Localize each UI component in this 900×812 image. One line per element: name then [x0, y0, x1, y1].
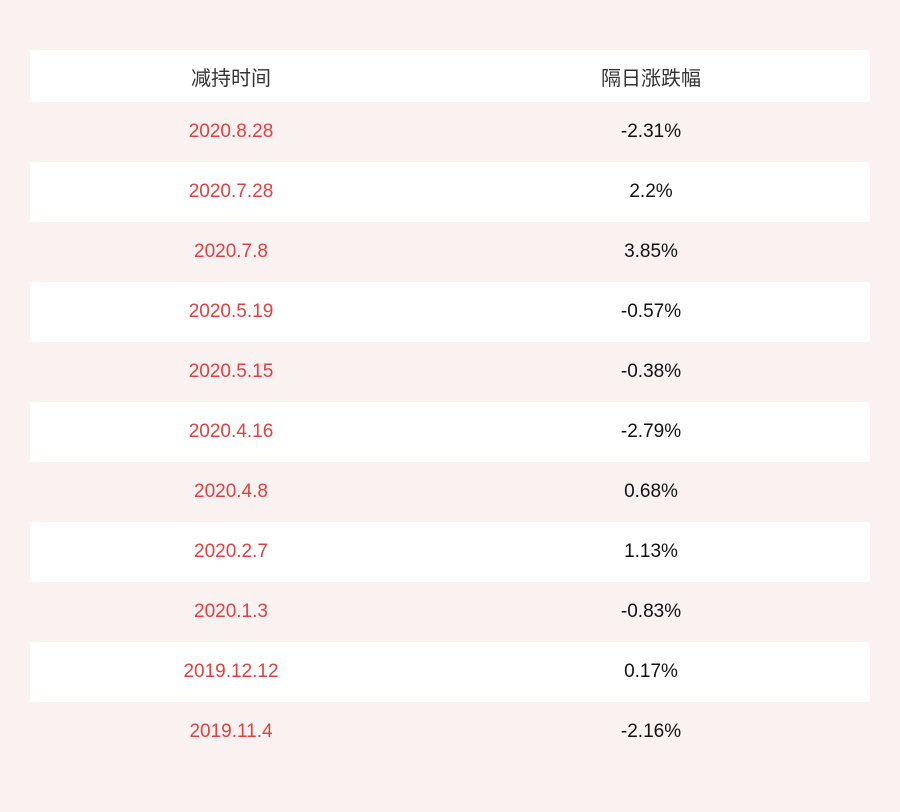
reduction-date-cell: 2020.4.8 [194, 481, 268, 502]
change-percent-cell: -0.38% [620, 361, 682, 382]
change-percent-cell: -2.16% [620, 721, 682, 742]
table-row: 2020.8.28 -2.31% [30, 102, 870, 162]
reduction-date-cell: 2020.7.28 [188, 181, 274, 202]
change-percent-cell: 2.2% [629, 181, 673, 202]
reduction-date-cell: 2020.7.8 [194, 241, 268, 262]
table-row: 2020.7.28 2.2% [30, 162, 870, 222]
table-header: 减持时间 隔日涨跌幅 [30, 50, 870, 102]
reduction-date-cell: 2020.2.7 [194, 541, 268, 562]
change-percent-cell: -0.57% [620, 301, 682, 322]
change-percent-cell: -2.31% [620, 121, 682, 142]
change-percent-cell: -2.79% [620, 421, 682, 442]
reduction-date-cell: 2020.8.28 [188, 121, 274, 142]
table-row: 2020.2.7 1.13% [30, 522, 870, 582]
reduction-date-cell: 2020.1.3 [194, 601, 268, 622]
reduction-history-table: 减持时间 隔日涨跌幅 2020.8.28 -2.31% 2020.7.28 2.2% 2… [30, 50, 870, 762]
change-percent-cell: 0.68% [624, 481, 678, 502]
table-row: 2020.4.8 0.68% [30, 462, 870, 522]
reduction-date-cell: 2020.4.16 [188, 421, 274, 442]
change-percent-cell: 3.85% [624, 241, 678, 262]
table-row: 2019.11.4 -2.16% [30, 702, 870, 762]
reduction-date-cell: 2019.11.4 [189, 721, 273, 742]
change-percent-cell: 1.13% [624, 541, 678, 562]
table-row: 2020.1.3 -0.83% [30, 582, 870, 642]
data-table: 减持时间 隔日涨跌幅 2020.8.28 -2.31% 2020.7.28 2.2% 2… [30, 50, 870, 762]
reduction-date-cell: 2019.12.12 [183, 661, 279, 682]
table-header-row: 减持时间 隔日涨跌幅 [30, 50, 870, 102]
table-row: 2020.5.19 -0.57% [30, 282, 870, 342]
table-body: 2020.8.28 -2.31% 2020.7.28 2.2% 2020.7.8 3.85… [30, 102, 870, 762]
column-header-change-percent: 隔日涨跌幅 [601, 67, 701, 90]
reduction-date-cell: 2020.5.19 [188, 301, 274, 322]
reduction-date-cell: 2020.5.15 [188, 361, 274, 382]
table-row: 2019.12.12 0.17% [30, 642, 870, 702]
change-percent-cell: -0.83% [620, 601, 682, 622]
table-row: 2020.4.16 -2.79% [30, 402, 870, 462]
table-row: 2020.7.8 3.85% [30, 222, 870, 282]
table-row: 2020.5.15 -0.38% [30, 342, 870, 402]
change-percent-cell: 0.17% [624, 661, 678, 682]
column-header-reduction-date: 减持时间 [191, 67, 271, 90]
